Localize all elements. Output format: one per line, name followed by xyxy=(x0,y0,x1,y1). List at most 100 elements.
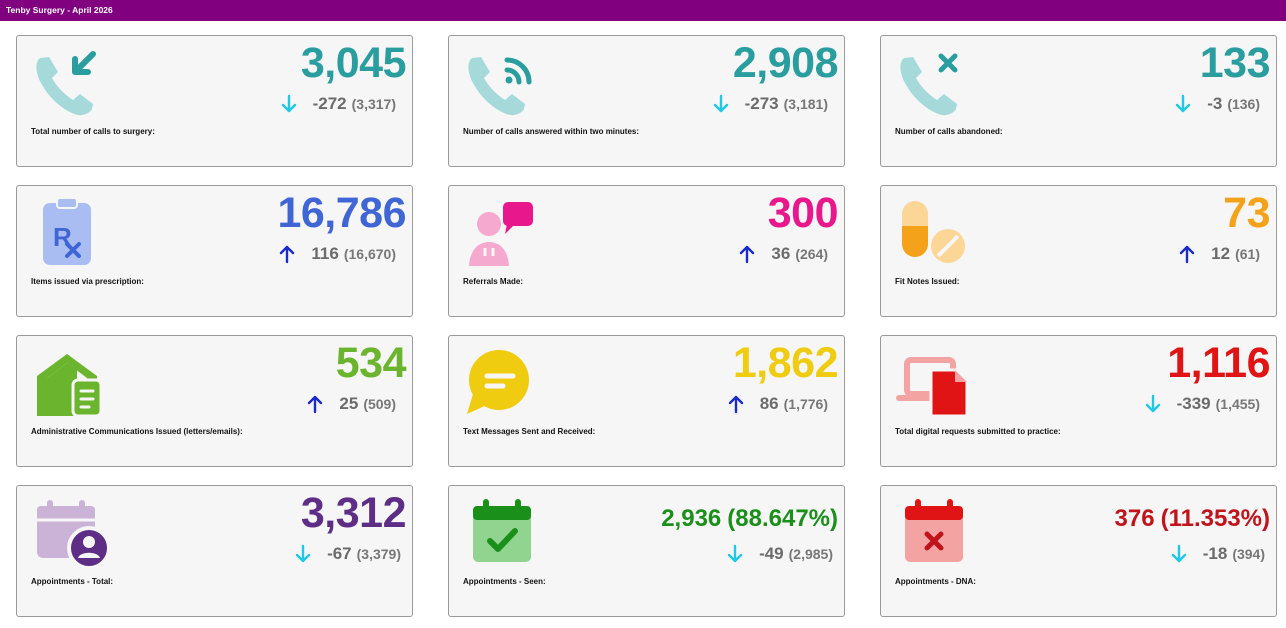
kpi-previous: (3,379) xyxy=(356,546,401,562)
arrow-up-icon xyxy=(307,394,323,414)
kpi-value: 16,786 xyxy=(277,189,406,237)
phone-missed-icon xyxy=(895,46,971,116)
kpi-change: 116 (16,670) xyxy=(279,241,396,267)
kpi-value: 3,312 xyxy=(300,489,407,537)
phone-incoming-icon xyxy=(31,46,107,116)
kpi-percentage: (88.647%) xyxy=(727,505,838,532)
kpi-change: -339 (1,455) xyxy=(1145,391,1260,417)
kpi-card-fit-notes: 73 12 (61) Fit Notes Issued: xyxy=(880,185,1277,317)
kpi-previous: (264) xyxy=(795,246,828,262)
kpi-previous: (2,985) xyxy=(788,546,833,562)
kpi-percentage: (11.353%) xyxy=(1160,505,1270,532)
kpi-delta: 25 xyxy=(339,394,359,413)
kpi-card-appointments-seen: 2,936 (88.647%) -49 (2,985) Appointments … xyxy=(448,485,845,617)
referral-icon xyxy=(463,196,539,266)
calendar-person-icon xyxy=(31,496,107,566)
kpi-card-calls-abandoned: 133 -3 (136) Number of calls abandoned: xyxy=(880,35,1277,167)
kpi-value: 73 xyxy=(1223,189,1270,237)
kpi-delta: -273 xyxy=(744,94,779,113)
kpi-card-digital-requests: 1,116 -339 (1,455) Total digital request… xyxy=(880,335,1277,467)
kpi-label: Total digital requests submitted to prac… xyxy=(895,427,1061,436)
kpi-value: 1,862 xyxy=(732,339,839,387)
prescription-icon: R xyxy=(31,196,107,266)
kpi-value: 3,045 xyxy=(300,39,407,87)
page-title: Tenby Surgery - April 2026 xyxy=(6,5,113,15)
kpi-delta: -49 xyxy=(759,544,784,563)
kpi-value: 1,116 xyxy=(1167,339,1270,387)
kpi-label: Appointments - Total: xyxy=(31,577,114,586)
arrow-up-icon xyxy=(728,394,744,414)
kpi-label: Administrative Communications Issued (le… xyxy=(31,427,243,436)
kpi-card-appointments-total: 3,312 -67 (3,379) Appointments - Total: xyxy=(16,485,413,617)
kpi-previous: (3,317) xyxy=(351,96,396,112)
arrow-down-icon xyxy=(713,94,729,114)
kpi-delta: -339 xyxy=(1176,394,1211,413)
chat-bubble-icon xyxy=(463,346,539,416)
kpi-delta: -67 xyxy=(327,544,352,563)
kpi-previous: (394) xyxy=(1232,546,1265,562)
kpi-value: 133 xyxy=(1199,39,1271,87)
kpi-change: -3 (136) xyxy=(1175,91,1260,117)
kpi-card-text-messages: 1,862 86 (1,776) Text Messages Sent and … xyxy=(448,335,845,467)
kpi-change: -272 (3,317) xyxy=(281,91,396,117)
kpi-delta: 116 xyxy=(311,244,339,263)
kpi-card-prescriptions: R 16,786 116 (16,670) Items issued via p… xyxy=(16,185,413,317)
pill-icon xyxy=(895,196,971,266)
kpi-label: Fit Notes Issued: xyxy=(895,277,960,286)
kpi-change: -18 (394) xyxy=(1171,541,1265,567)
digital-request-icon xyxy=(895,346,971,416)
kpi-value: 376 (11.353%) xyxy=(1115,504,1270,534)
kpi-value: 300 xyxy=(767,189,839,237)
arrow-down-icon xyxy=(1145,394,1161,414)
kpi-previous: (1,776) xyxy=(783,396,828,412)
arrow-up-icon xyxy=(1179,244,1195,264)
kpi-previous: (136) xyxy=(1227,96,1260,112)
house-letter-icon xyxy=(31,346,107,416)
kpi-card-appointments-dna: 376 (11.353%) -18 (394) Appointments - DN… xyxy=(880,485,1277,617)
arrow-down-icon xyxy=(1175,94,1191,114)
kpi-label: Appointments - DNA: xyxy=(895,577,976,586)
kpi-value: 2,908 xyxy=(732,39,839,87)
kpi-previous: (61) xyxy=(1235,246,1260,262)
arrow-down-icon xyxy=(1171,544,1187,564)
kpi-label: Text Messages Sent and Received: xyxy=(463,427,596,436)
kpi-change: 36 (264) xyxy=(739,241,828,267)
kpi-label: Referrals Made: xyxy=(463,277,524,286)
arrow-up-icon xyxy=(279,244,295,264)
arrow-up-icon xyxy=(739,244,755,264)
kpi-previous: (509) xyxy=(363,396,396,412)
kpi-value: 534 xyxy=(335,339,407,387)
calendar-check-icon xyxy=(463,496,539,566)
kpi-previous: (3,181) xyxy=(783,96,828,112)
kpi-delta: 12 xyxy=(1211,244,1231,263)
kpi-delta: -3 xyxy=(1207,94,1223,113)
kpi-card-referrals: 300 36 (264) Referrals Made: xyxy=(448,185,845,317)
kpi-delta: 36 xyxy=(771,244,791,263)
kpi-change: 25 (509) xyxy=(307,391,396,417)
arrow-down-icon xyxy=(295,544,311,564)
kpi-previous: (16,670) xyxy=(343,246,396,262)
kpi-change: 12 (61) xyxy=(1179,241,1260,267)
header-bar: Tenby Surgery - April 2026 xyxy=(0,0,1286,21)
calendar-cross-icon xyxy=(895,496,971,566)
kpi-delta: -18 xyxy=(1202,544,1228,563)
kpi-count: 376 xyxy=(1114,505,1155,532)
kpi-label: Total number of calls to surgery: xyxy=(31,127,155,136)
arrow-down-icon xyxy=(727,544,743,564)
kpi-delta: 86 xyxy=(759,394,779,413)
kpi-label: Number of calls answered within two minu… xyxy=(463,127,640,136)
kpi-change: -49 (2,985) xyxy=(727,541,833,567)
kpi-change: -273 (3,181) xyxy=(713,91,828,117)
kpi-delta: -272 xyxy=(312,94,347,113)
phone-answered-icon xyxy=(463,46,539,116)
kpi-card-admin-comms: 534 25 (509) Administrative Communicatio… xyxy=(16,335,413,467)
kpi-change: -67 (3,379) xyxy=(295,541,401,567)
kpi-card-total-calls: 3,045 -272 (3,317) Total number of calls… xyxy=(16,35,413,167)
kpi-card-calls-answered: 2,908 -273 (3,181) Number of calls answe… xyxy=(448,35,845,167)
arrow-down-icon xyxy=(281,94,297,114)
kpi-count: 2,936 xyxy=(661,505,722,532)
kpi-change: 86 (1,776) xyxy=(728,391,828,417)
kpi-previous: (1,455) xyxy=(1215,396,1260,412)
kpi-value: 2,936 (88.647%) xyxy=(661,504,838,534)
kpi-label: Appointments - Seen: xyxy=(463,577,546,586)
